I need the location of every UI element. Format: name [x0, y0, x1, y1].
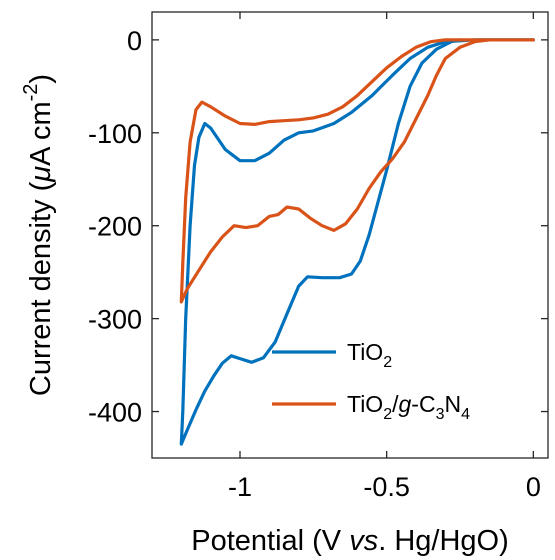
y-tick-label: -300 [88, 305, 142, 335]
x-tick-label: 0 [526, 472, 541, 502]
y-axis-ticks: 0 -100 -200 -300 -400 [88, 26, 548, 428]
legend: TiO2 TiO2/g-C3N4 [272, 339, 470, 423]
legend-label: TiO2 [347, 339, 392, 371]
series-layer [179, 38, 535, 446]
x-axis-ticks: -1 -0.5 0 [228, 12, 541, 502]
plot-area-border [151, 11, 549, 459]
y-tick-label: -200 [88, 212, 142, 242]
x-tick-label: -1 [228, 472, 252, 502]
y-axis-label: Current density (μA cm-2) [20, 74, 57, 396]
x-tick-label: -0.5 [363, 472, 410, 502]
legend-label: TiO2/g-C3N4 [347, 391, 470, 423]
y-tick-label: 0 [127, 26, 142, 56]
series-line-tio2 [179, 38, 535, 446]
plot-frame [151, 11, 549, 459]
y-tick-label: -100 [88, 119, 142, 149]
x-axis-label: Potential (V vs. Hg/HgO) [191, 525, 509, 557]
y-tick-label: -400 [88, 398, 142, 428]
series-line-tio2-g-c3n4 [179, 38, 535, 304]
